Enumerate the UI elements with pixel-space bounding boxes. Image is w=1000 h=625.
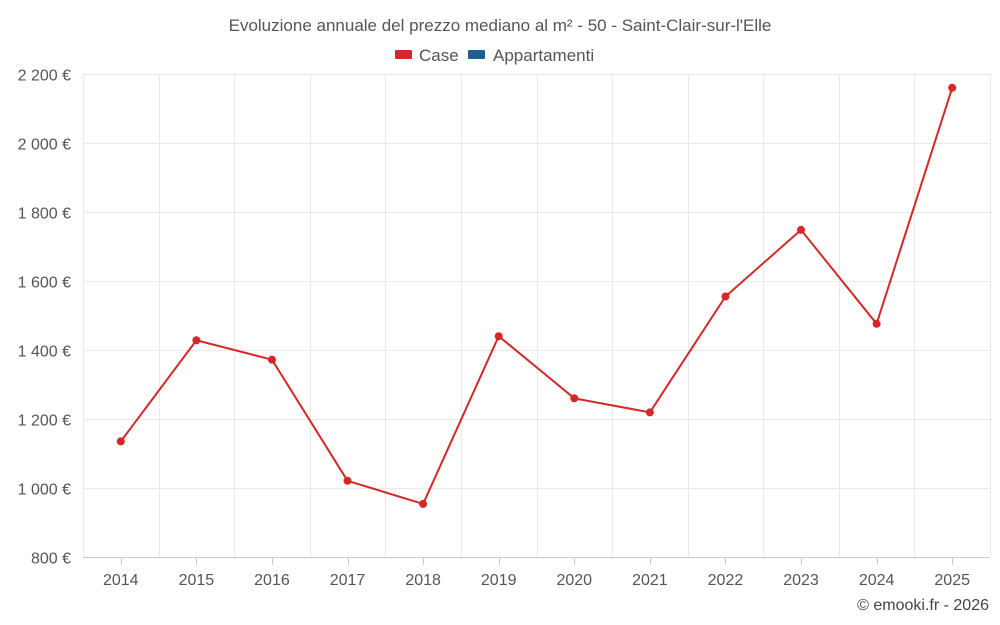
credit-text: © emooki.fr - 2026: [857, 597, 989, 614]
x-tick-label: 2019: [481, 572, 517, 589]
y-tick-label: 2 000 €: [18, 137, 71, 154]
y-tick-label: 2 200 €: [18, 68, 71, 85]
x-tick-label: 2025: [934, 572, 970, 589]
x-tick-label: 2024: [859, 572, 895, 589]
data-point-2014[interactable]: [116, 437, 125, 446]
x-tick-label: 2015: [179, 572, 215, 589]
y-tick-label: 1 000 €: [18, 482, 71, 499]
y-gridlines: [83, 74, 990, 489]
x-gridlines: [83, 74, 991, 557]
legend-swatch-appartamenti: [468, 50, 485, 59]
legend-item-case[interactable]: Case: [395, 46, 459, 65]
legend-swatch-case: [395, 50, 412, 59]
x-tick-label: 2023: [783, 572, 819, 589]
data-point-2017[interactable]: [343, 476, 352, 485]
data-point-2019[interactable]: [494, 332, 503, 341]
data-point-2022[interactable]: [721, 292, 730, 301]
x-tick-label: 2014: [103, 572, 139, 589]
series-points-case: [116, 83, 957, 508]
data-point-2021[interactable]: [645, 408, 654, 417]
data-point-2024[interactable]: [872, 319, 881, 328]
legend-label-appartamenti: Appartamenti: [493, 46, 594, 65]
legend-label-case: Case: [419, 46, 459, 65]
y-tick-label: 800 €: [31, 551, 71, 568]
x-tick-label: 2021: [632, 572, 668, 589]
x-tick-label: 2022: [708, 572, 744, 589]
y-tick-label: 1 800 €: [18, 206, 71, 223]
data-point-2018[interactable]: [419, 499, 428, 508]
x-tick-label: 2020: [556, 572, 592, 589]
data-point-2023[interactable]: [797, 225, 805, 234]
data-point-2015[interactable]: [192, 336, 201, 345]
x-tick-label: 2017: [330, 572, 366, 589]
data-point-2016[interactable]: [268, 355, 276, 364]
series-line-case: [119, 87, 954, 506]
legend-item-appartamenti[interactable]: Appartamenti: [468, 46, 594, 65]
x-axis-ticks: 2014 2015 2016 2017 2018 2019 2020 2021 2022 2023…: [103, 557, 970, 589]
data-point-2025[interactable]: [948, 83, 957, 92]
x-tick-label: 2016: [254, 572, 290, 589]
y-tick-label: 1 400 €: [18, 344, 71, 361]
y-axis-ticks: 800 € 1 000 € 1 200 € 1 400 € 1 600 € 1 800 €…: [18, 68, 71, 568]
legend: Case Appartamenti: [395, 46, 594, 65]
chart-title: Evoluzione annuale del prezzo mediano al…: [229, 16, 772, 35]
y-tick-label: 1 600 €: [18, 275, 71, 292]
y-tick-label: 1 200 €: [18, 413, 71, 430]
x-tick-label: 2018: [405, 572, 441, 589]
data-point-2020[interactable]: [570, 394, 579, 403]
